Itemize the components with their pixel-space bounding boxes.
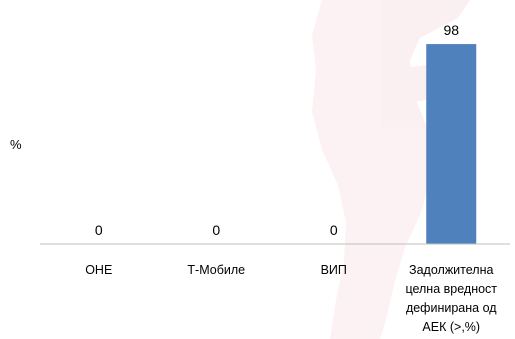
- x-tick-label-3-line-3: АЕК (>,%): [422, 320, 480, 334]
- bars-layer: [426, 44, 477, 244]
- x-tick-label-3-line-2: дефинирана од: [406, 301, 497, 315]
- data-label-3: 98: [443, 22, 459, 38]
- data-label-0: 0: [95, 222, 103, 238]
- x-tick-label-0-line-0: ОНЕ: [85, 263, 112, 277]
- y-axis-label: %: [10, 137, 22, 152]
- x-tick-label-1-line-0: Т-Мобиле: [187, 263, 245, 277]
- x-tick-label-3-line-1: целна вредност: [405, 282, 497, 296]
- bar-3: [426, 44, 477, 244]
- data-label-2: 0: [330, 222, 338, 238]
- value-labels-layer: 0 0 0 98: [95, 22, 459, 238]
- data-label-1: 0: [212, 222, 220, 238]
- tick-labels-layer: ОНЕ Т-Мобиле ВИП Задолжителна целна вредност…: [85, 263, 497, 334]
- x-tick-label-3-line-0: Задолжителна: [409, 263, 493, 277]
- x-tick-label-2-line-0: ВИП: [321, 263, 347, 277]
